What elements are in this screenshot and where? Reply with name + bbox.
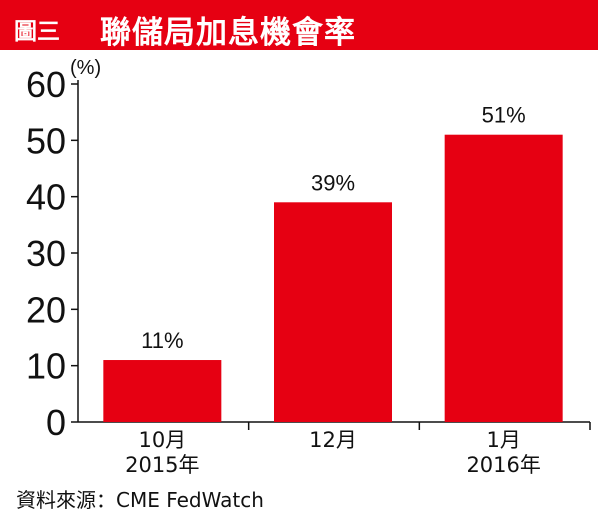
bar: [274, 202, 392, 422]
y-unit-label: (%): [70, 57, 101, 79]
y-tick-label: 0: [46, 402, 66, 443]
y-tick-label: 30: [26, 233, 66, 274]
bar-data-label: 51%: [482, 103, 526, 128]
bar: [103, 360, 222, 422]
y-tick-label: 40: [26, 177, 66, 218]
y-tick-label: 10: [26, 346, 66, 387]
x-tick-label: 12月: [309, 428, 357, 452]
x-tick-label: 1月: [486, 428, 520, 452]
x-tick-label-year: 2015年: [125, 453, 199, 477]
title-banner: 圖三 聯儲局加息機會率: [0, 0, 598, 51]
bar: [444, 134, 563, 422]
y-tick-label: 60: [26, 64, 66, 105]
figure-label: 圖三: [14, 19, 60, 45]
bar-data-label: 11%: [141, 328, 183, 353]
source-note: 資料來源：CME FedWatch: [16, 488, 264, 512]
x-tick-label-year: 2016年: [466, 453, 540, 477]
chart-title: 聯儲局加息機會率: [100, 15, 356, 51]
y-tick-label: 50: [26, 120, 66, 161]
x-tick-label: 10月: [138, 428, 186, 452]
bar-data-label: 39%: [311, 170, 355, 195]
y-tick-label: 20: [26, 289, 66, 330]
